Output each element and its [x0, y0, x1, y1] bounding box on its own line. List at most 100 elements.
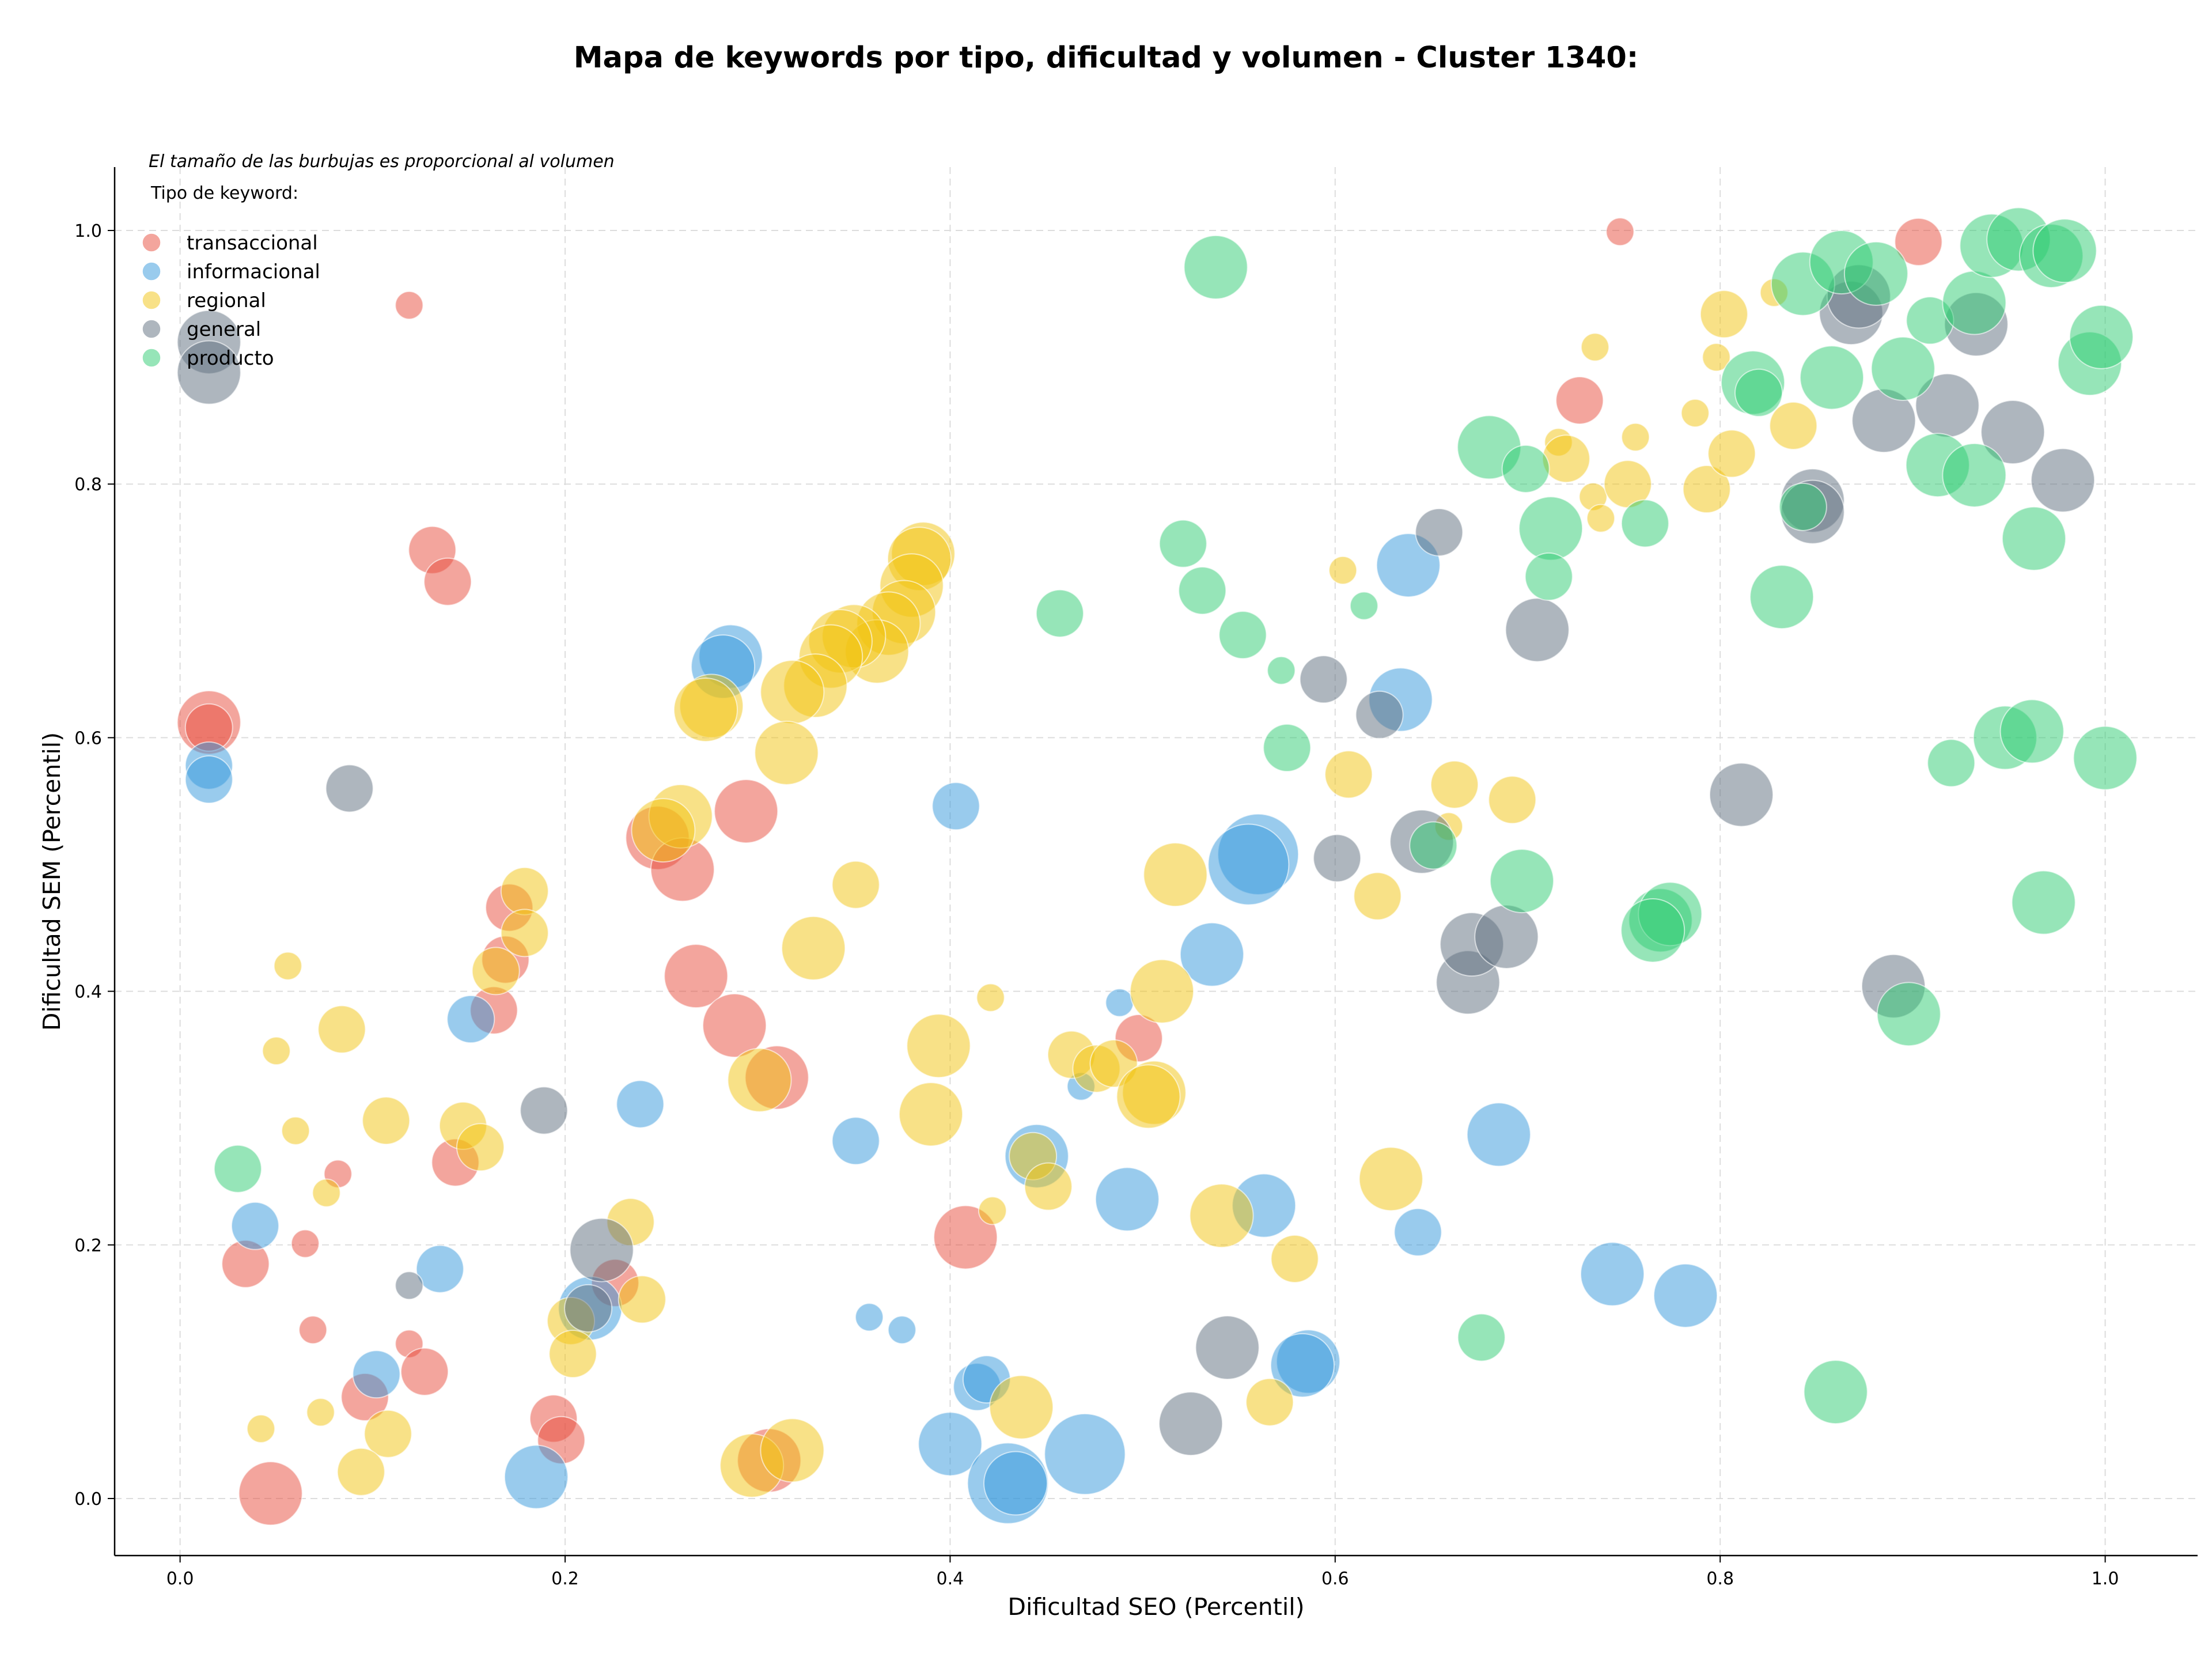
bubble-producto [1409, 821, 1458, 870]
x-tick-label: 0.2 [551, 1569, 579, 1589]
bubble-informacional [230, 1201, 279, 1250]
bubble-regional [500, 867, 549, 915]
bubble-regional [312, 1178, 341, 1208]
bubble-regional [673, 677, 738, 742]
bubble-regional [1580, 332, 1609, 362]
series-regional [246, 278, 1818, 1498]
bubble-informacional [415, 1244, 464, 1293]
bubble-informacional [1580, 1242, 1645, 1307]
bubble-regional [618, 1275, 666, 1324]
bubble-producto [1843, 241, 1908, 306]
bubble-regional [1586, 504, 1615, 533]
bubble-producto [1734, 368, 1783, 417]
bubble-transaccional [664, 944, 729, 1009]
bubble-regional [1270, 1234, 1319, 1283]
bubble-regional [906, 1013, 971, 1079]
bubble-general [325, 764, 374, 813]
y-tick-label: 0.2 [74, 1236, 102, 1256]
data-bubbles [176, 207, 2138, 1526]
bubble-general [395, 1271, 424, 1300]
bubble-producto [1263, 724, 1312, 773]
bubble-producto [1218, 611, 1267, 660]
bubble-regional [898, 1082, 963, 1147]
bubble-general [2031, 448, 2096, 513]
legend-marker-producto [142, 348, 161, 368]
legend-label-producto: producto [187, 347, 274, 370]
bubble-informacional [1207, 823, 1290, 906]
bubble-regional [363, 1409, 412, 1458]
bubble-regional [1189, 1183, 1254, 1248]
bubble-regional [1769, 401, 1818, 450]
bubble-informacional [983, 1451, 1048, 1516]
bubble-regional [1488, 775, 1537, 824]
bubble-producto [1501, 444, 1550, 493]
bubble-general [1505, 597, 1570, 663]
axes: 0.0 0.2 0.4 0.6 0.8 1.0 0.0 0.2 0.4 0.6 0.8 1.0 [74, 167, 2198, 1589]
legend-title: Tipo de keyword: [150, 183, 298, 203]
bubble-informacional [1393, 1208, 1442, 1257]
bubble-regional [1353, 872, 1402, 921]
bubble-regional [317, 1005, 366, 1054]
bubble-transaccional [933, 1205, 998, 1270]
bubble-informacional [831, 1117, 880, 1166]
bubble-regional [281, 1116, 310, 1145]
bubble-regional [1680, 398, 1710, 427]
bubble-regional [831, 860, 880, 909]
bubble-informacional [1466, 1102, 1531, 1167]
bubble-regional [456, 1123, 505, 1172]
legend: transaccional informacional regional genera… [142, 232, 320, 370]
bubble-producto [2032, 218, 2097, 283]
x-tick-label: 1.0 [2092, 1569, 2119, 1589]
bubble-producto [1999, 699, 2065, 764]
series-general [176, 264, 2096, 1456]
bubble-regional [1430, 760, 1479, 809]
bubble-transaccional [714, 779, 779, 844]
bubble-producto [1803, 1360, 1868, 1425]
bubble-size-note: El tamaño de las burbujas es proporciona… [149, 152, 615, 172]
bubble-informacional [1044, 1413, 1126, 1495]
series-transaccional [176, 217, 1943, 1526]
bubble-regional [760, 1418, 825, 1483]
y-axis-label: Dificultad SEM (Percentil) [38, 732, 66, 1031]
bubble-regional [1541, 434, 1590, 483]
y-tick-label: 0.8 [74, 475, 102, 495]
legend-marker-informacional [142, 262, 161, 281]
bubble-informacional [1094, 1167, 1160, 1232]
bubble-informacional [918, 1412, 983, 1477]
bubble-producto [1158, 519, 1207, 568]
bubble-regional [273, 951, 302, 981]
bubble-general [1195, 1315, 1260, 1380]
bubble-informacional [446, 995, 495, 1044]
bubble-regional [976, 983, 1005, 1012]
bubble-informacional [1653, 1263, 1718, 1328]
y-tick-label: 0.0 [74, 1489, 102, 1509]
bubble-producto [1489, 849, 1554, 914]
bubble-general [1980, 399, 2046, 464]
bubble-general [1299, 655, 1348, 704]
bubble-producto [2069, 304, 2134, 369]
legend-marker-general [142, 319, 161, 339]
bubble-transaccional [290, 1229, 320, 1258]
y-tick-label: 0.4 [74, 982, 102, 1002]
chart-title: Mapa de keywords por tipo, dificultad y … [574, 41, 1638, 75]
bubble-general [569, 1217, 634, 1282]
bubble-informacional [184, 755, 233, 804]
legend-label-informacional: informacional [187, 260, 320, 283]
bubble-general [520, 1086, 569, 1135]
bubble-producto [1749, 565, 1815, 630]
bubble-transaccional [423, 557, 472, 606]
grid-lines [115, 167, 2198, 1556]
bubble-producto [1178, 566, 1227, 615]
bubble-regional [1116, 1064, 1181, 1129]
series-producto [213, 207, 2138, 1425]
bubble-transaccional [1894, 217, 1943, 266]
bubble-transaccional [395, 290, 424, 320]
bubble-regional [1682, 465, 1731, 514]
legend-label-transaccional: transaccional [187, 232, 318, 255]
bubble-regional [1358, 1147, 1423, 1212]
bubble-regional [1130, 959, 1195, 1024]
bubble-informacional [1179, 922, 1244, 987]
bubble-regional [978, 1196, 1007, 1225]
legend-marker-regional [142, 290, 161, 310]
